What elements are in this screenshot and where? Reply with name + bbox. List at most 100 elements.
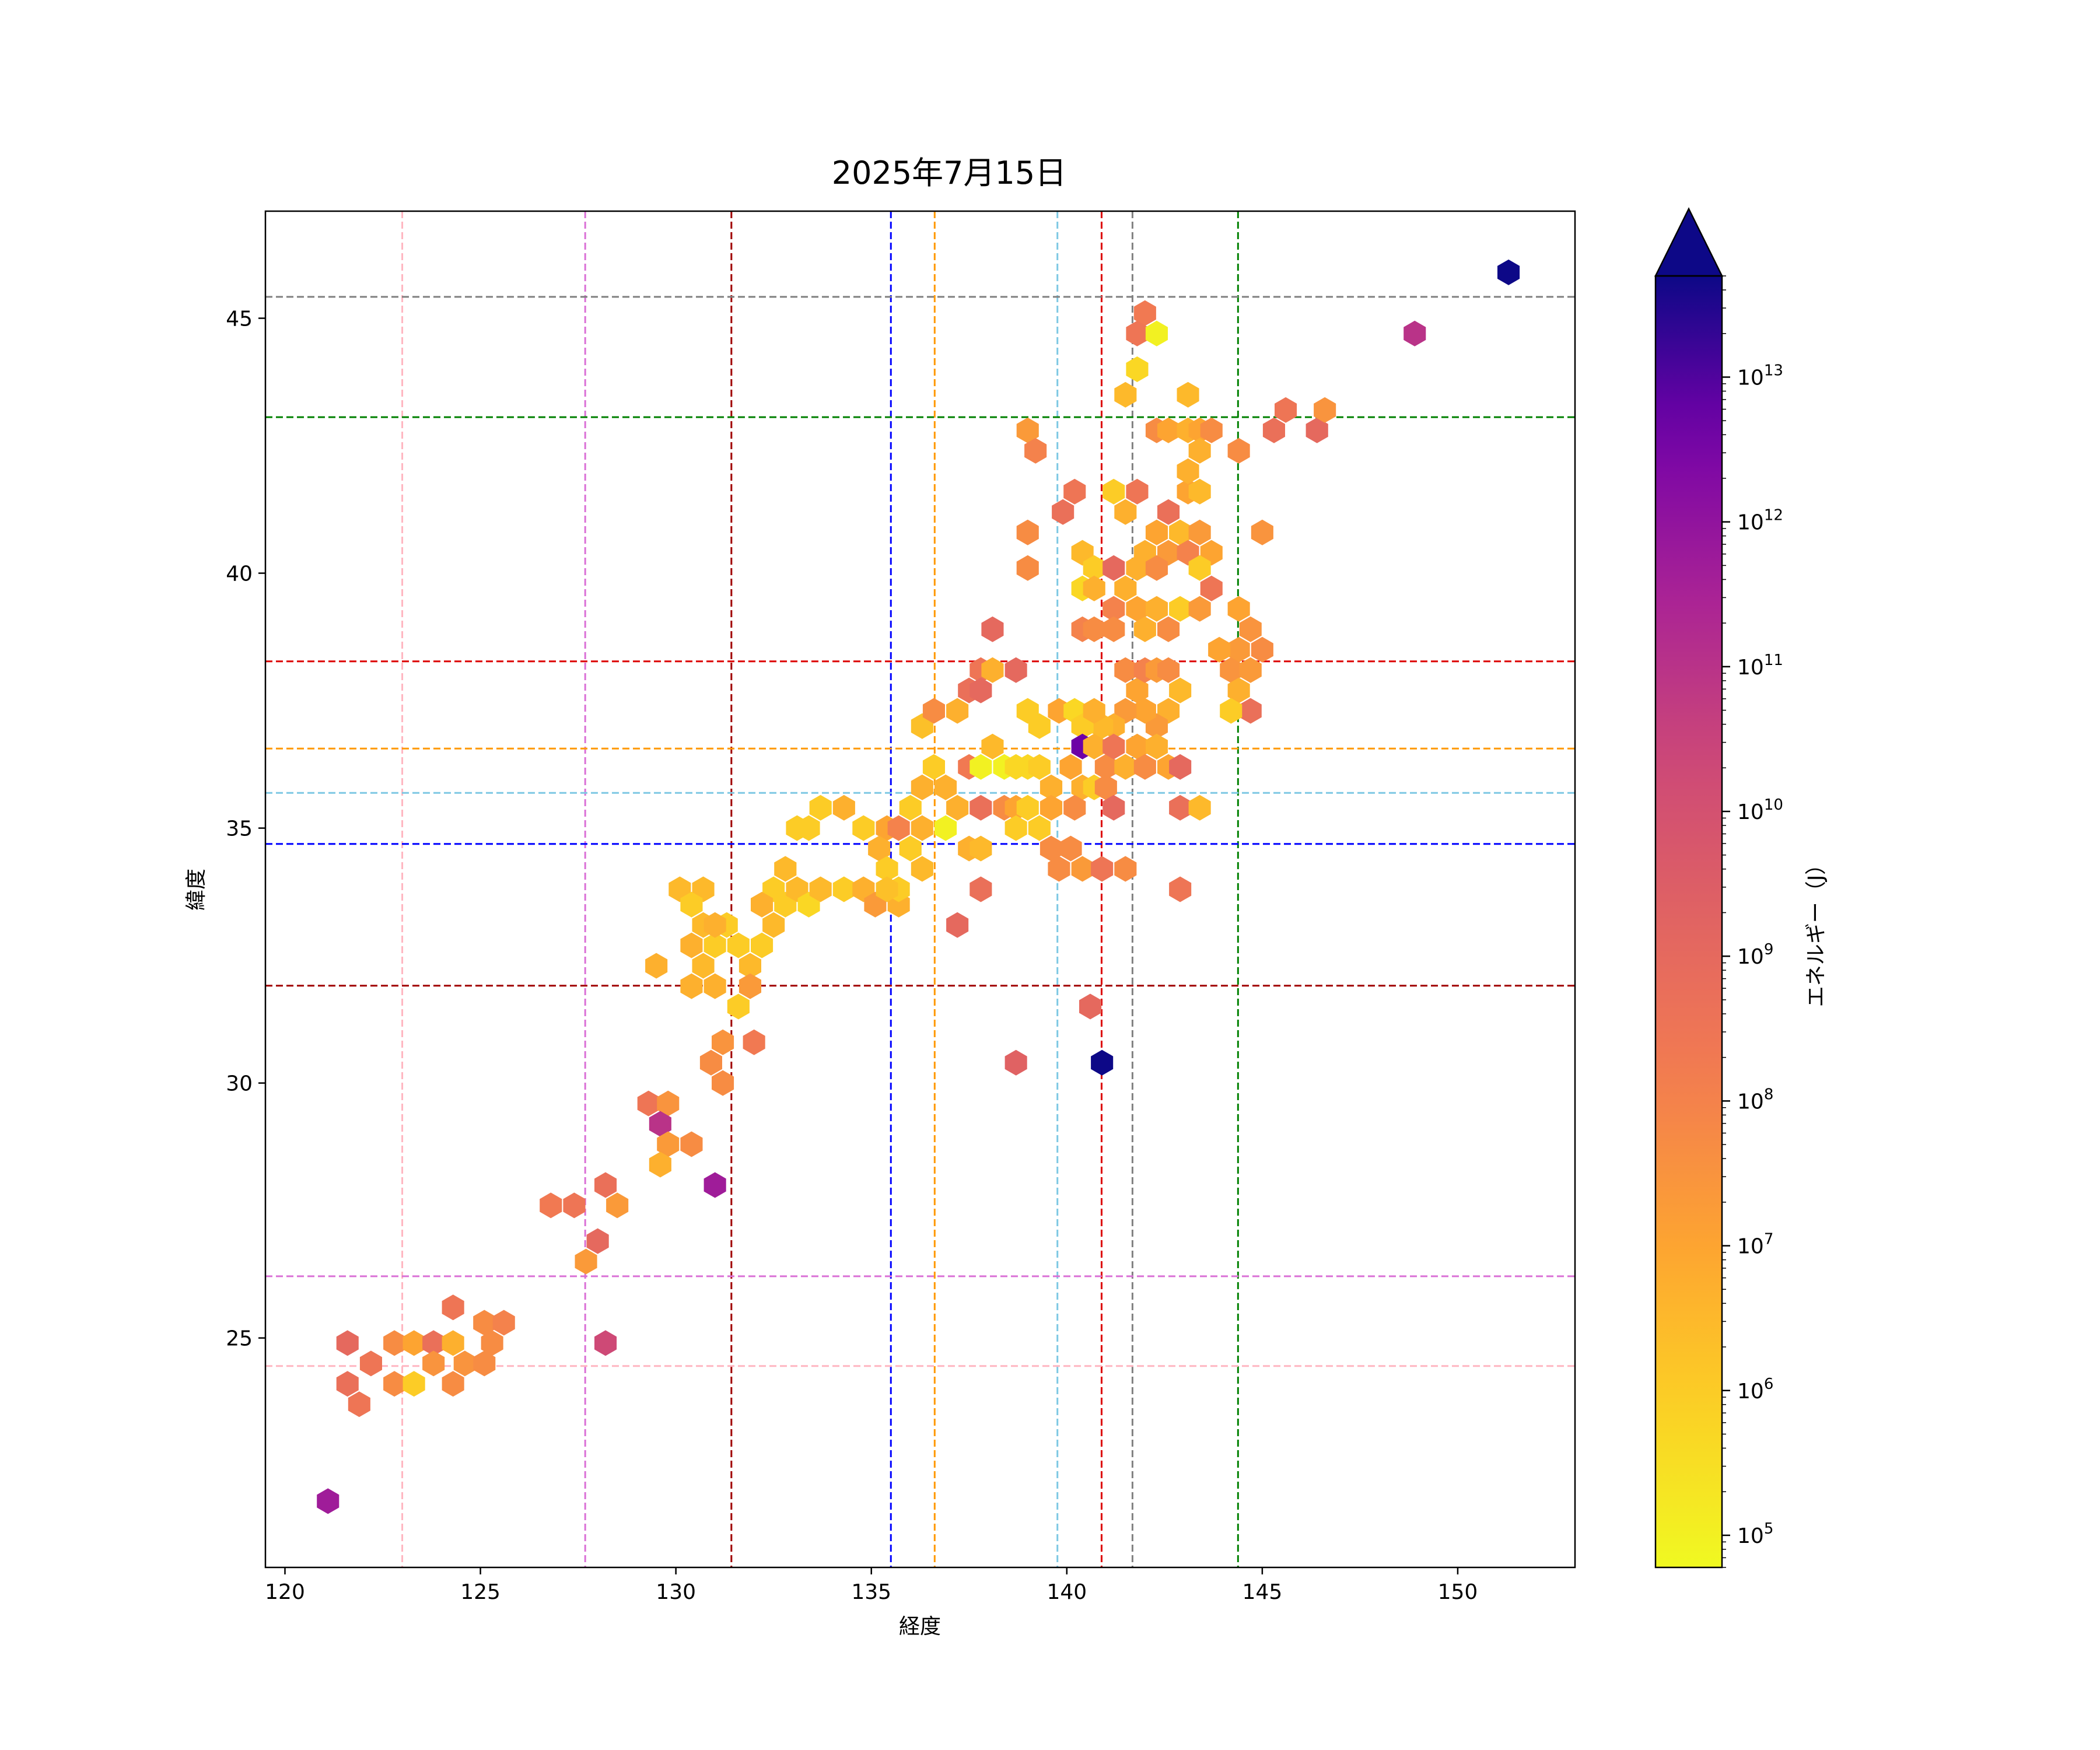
hexbin-cell (1114, 382, 1137, 408)
hexbin-cell (359, 1350, 382, 1377)
hexbin-cell (540, 1192, 562, 1219)
hexbin-cell (868, 835, 891, 862)
hexbin-cell (649, 1111, 671, 1137)
hexbin-cell (887, 815, 910, 841)
colorbar-tick-label: 105 (1737, 1520, 1773, 1548)
hexbin-cell (1040, 794, 1063, 821)
hexbin-cell (657, 1090, 680, 1116)
colorbar: 105 106 107 108 109 1010 1011 1012 1013 (1654, 207, 1783, 1569)
hexbin-cell (1306, 417, 1328, 443)
hexbin-cell (645, 953, 668, 979)
hexbin-cell (1114, 657, 1137, 683)
hexbin-cell (1133, 300, 1156, 326)
hexbin-cell (1114, 754, 1137, 780)
hexbin-cell (1177, 382, 1199, 408)
hexbin-cell (348, 1391, 370, 1418)
hexbin-cell (637, 1090, 660, 1116)
hexbin-cell (1028, 713, 1051, 739)
hexbin-cell (946, 698, 969, 724)
hexbin-cell (1126, 356, 1149, 382)
hexbin-cell (899, 794, 922, 821)
hexbin-cell (1188, 794, 1211, 821)
hexbin-cell (1169, 596, 1192, 622)
x-tick-label: 140 (1046, 1580, 1087, 1604)
hexbin-cell (876, 876, 898, 902)
hexbin-cell (680, 973, 703, 999)
hexbin-cell (970, 835, 992, 862)
colorbar-label: エネルギー（J） (1804, 854, 1828, 1007)
hexbin-cell (1145, 733, 1168, 760)
hexbin-cell (1188, 555, 1211, 581)
hexbin-cell (1239, 698, 1262, 724)
colorbar-tick-label: 1011 (1737, 652, 1783, 680)
hexbin-cell (1169, 754, 1192, 780)
hexbin-cell (911, 774, 933, 800)
hexbin-cell (1052, 499, 1074, 525)
x-tick-label: 120 (265, 1580, 305, 1604)
hexbin-cell (1102, 555, 1125, 581)
chart-title: 2025年7月15日 (832, 155, 1067, 191)
hexbin-cell (1040, 835, 1063, 862)
hexbin-cell (922, 754, 945, 780)
colorbar-gradient (1656, 276, 1722, 1567)
x-axis: 120 125 130 135 140 145 150 (265, 1567, 1478, 1604)
hexbin-cell (481, 1330, 503, 1356)
hexbin-cell (1071, 856, 1094, 882)
hexbin-cell (1169, 794, 1192, 821)
hexbin-cell (1188, 478, 1211, 505)
hexbin-cell (1157, 657, 1180, 683)
hexbin-cell (453, 1350, 476, 1377)
hexbin-cell (712, 1070, 734, 1096)
y-tick-label: 35 (226, 817, 253, 841)
hexbin-cell (876, 856, 898, 882)
hexbin-cell (1188, 519, 1211, 545)
hexbin-cell (1145, 320, 1168, 346)
hexbin-cell (1091, 1049, 1114, 1076)
hexbin-cell (832, 876, 855, 902)
hexbin-cell (473, 1310, 496, 1336)
colorbar-tick-label: 107 (1737, 1231, 1773, 1259)
colorbar-tick-label: 109 (1737, 941, 1773, 969)
hexbin-cell (743, 1029, 765, 1055)
x-tick-label: 150 (1438, 1580, 1478, 1604)
hexbin-cell (1091, 856, 1114, 882)
hexbin-cell (1016, 794, 1039, 821)
x-tick-label: 135 (851, 1580, 891, 1604)
hexbin-cell (1005, 815, 1027, 841)
hexbin-cell (492, 1310, 515, 1336)
hexbin-cell (1200, 417, 1223, 443)
hexbin-cell (1102, 596, 1125, 622)
hexbin-cell (704, 973, 726, 999)
hexbin-cell (1239, 657, 1262, 683)
hexbin-cell (1059, 835, 1082, 862)
hexbin-cell (1114, 856, 1137, 882)
hexbin-cell (473, 1350, 496, 1377)
x-axis-label: 経度 (899, 1615, 941, 1639)
hexbin-cell (1028, 754, 1051, 780)
hexbin-cells (317, 259, 1520, 1514)
hexbin-cell (922, 698, 945, 724)
hexbin-cell (1251, 519, 1273, 545)
hexbin-cell (704, 912, 726, 938)
hexbin-cell (1028, 815, 1051, 841)
hexbin-cell (1126, 320, 1149, 346)
hexbin-cell (1208, 636, 1231, 663)
hexbin-cell (336, 1330, 359, 1356)
hexbin-cell (1188, 596, 1211, 622)
hexbin-cell (704, 932, 726, 958)
hexbin-cell (1145, 596, 1168, 622)
hexbin-cell (738, 953, 761, 979)
hexbin-cell (402, 1330, 425, 1356)
hexbin-cell (935, 774, 957, 800)
hexbin-cell (680, 932, 703, 958)
hexbin-cell (970, 876, 992, 902)
hexbin-cell (692, 953, 715, 979)
colorbar-tick-label: 1010 (1737, 796, 1783, 824)
hexbin-cell (1133, 698, 1156, 724)
hexbin-cell (899, 835, 922, 862)
hexbin-cell (699, 1049, 722, 1076)
hexbin-cell (738, 973, 761, 999)
hexbin-cell (1024, 438, 1047, 464)
hexbin-cell (1157, 616, 1180, 642)
hexbin-cell (712, 1029, 734, 1055)
